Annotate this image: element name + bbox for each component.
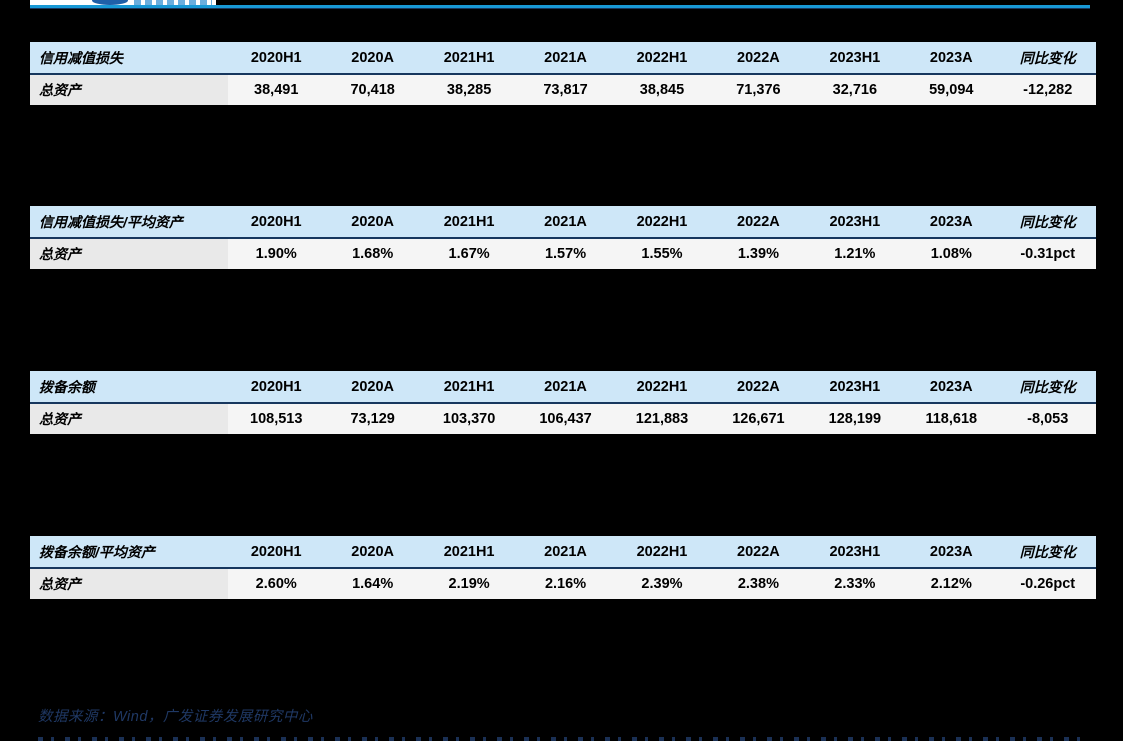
column-header: 2023H1 <box>829 213 881 230</box>
table-row: 总资产 38,491 70,418 38,285 73,817 38,845 7… <box>30 75 1096 105</box>
column-header: 2020A <box>351 49 395 66</box>
column-header-yoy-change: 同比变化 <box>1019 543 1076 560</box>
row-label: 总资产 <box>30 239 228 269</box>
cell-value: 2.60% <box>255 576 297 592</box>
column-header: 2022H1 <box>636 543 688 560</box>
column-header: 2021A <box>544 213 587 230</box>
cell-value: 38,845 <box>639 82 685 98</box>
cell-value-yoy: -0.31pct <box>1020 246 1076 262</box>
cell-value: 2.39% <box>641 576 683 592</box>
cell-value: 1.39% <box>737 246 779 262</box>
table-row: 总资产 108,513 73,129 103,370 106,437 121,8… <box>30 404 1096 434</box>
cell-value: 38,285 <box>446 82 492 98</box>
clipped-next-caption-line <box>38 737 1083 741</box>
column-header-yoy-change: 同比变化 <box>1019 378 1076 395</box>
cell-value: 126,671 <box>732 411 785 427</box>
column-header: 2021A <box>544 543 587 560</box>
column-header: 2023H1 <box>829 49 881 66</box>
table-header-row: 拨备余额/平均资产 2020H1 2020A 2021H1 2021A 2022… <box>30 536 1096 569</box>
column-header: 2023H1 <box>829 378 881 395</box>
column-header: 2022H1 <box>636 213 688 230</box>
cell-value: 1.67% <box>448 246 490 262</box>
column-header-yoy-change: 同比变化 <box>1019 49 1076 66</box>
cell-value: 2.33% <box>834 576 876 592</box>
cell-value: 59,094 <box>929 82 974 98</box>
table-row: 总资产 1.90% 1.68% 1.67% 1.57% 1.55% 1.39% … <box>30 239 1096 269</box>
publisher-logo-clipped <box>30 0 216 5</box>
column-header: 2021H1 <box>443 49 495 66</box>
cell-value: 118,618 <box>925 411 978 427</box>
column-header: 2020A <box>351 378 395 395</box>
cell-value: 1.55% <box>641 246 683 262</box>
cell-value: 1.57% <box>544 246 587 262</box>
table-header-row: 信用减值损失/平均资产 2020H1 2020A 2021H1 2021A 20… <box>30 206 1096 239</box>
table-header-row: 拨备余额 2020H1 2020A 2021H1 2021A 2022H1 20… <box>30 371 1096 404</box>
table-provision-balance: 拨备余额 2020H1 2020A 2021H1 2021A 2022H1 20… <box>30 371 1096 434</box>
cell-value-yoy: -12,282 <box>1023 82 1073 98</box>
column-header: 2021H1 <box>443 213 495 230</box>
logo-globe-icon <box>92 0 128 5</box>
cell-value: 2.38% <box>737 576 779 592</box>
cell-value: 128,199 <box>828 411 882 427</box>
column-header: 2022A <box>737 378 780 395</box>
cell-value-yoy: -0.26pct <box>1020 576 1076 592</box>
column-header: 2020H1 <box>250 213 302 230</box>
column-header: 2021A <box>544 49 587 66</box>
column-header: 2020H1 <box>250 543 302 560</box>
table-credit-impairment-to-avg-assets: 信用减值损失/平均资产 2020H1 2020A 2021H1 2021A 20… <box>30 206 1096 269</box>
row-label: 总资产 <box>30 75 228 105</box>
table-header-row: 信用减值损失 2020H1 2020A 2021H1 2021A 2022H1 … <box>30 42 1096 75</box>
column-header: 2023A <box>929 543 973 560</box>
column-header: 2021A <box>544 378 587 395</box>
cell-value: 1.68% <box>352 246 394 262</box>
row-label: 总资产 <box>30 404 228 434</box>
cell-value: 38,491 <box>254 82 299 98</box>
brand-divider-rule <box>30 5 1090 9</box>
cell-value: 2.16% <box>544 576 587 592</box>
cell-value: 121,883 <box>635 411 689 427</box>
column-header: 2022A <box>737 543 780 560</box>
cell-value: 1.90% <box>255 246 297 262</box>
cell-value: 106,437 <box>539 411 592 427</box>
cell-value: 71,376 <box>736 82 781 98</box>
column-header: 2022A <box>737 213 780 230</box>
column-header-yoy-change: 同比变化 <box>1019 213 1076 230</box>
cell-value: 2.12% <box>930 576 972 592</box>
table-provision-balance-to-avg-assets: 拨备余额/平均资产 2020H1 2020A 2021H1 2021A 2022… <box>30 536 1096 599</box>
table-row: 总资产 2.60% 1.64% 2.19% 2.16% 2.39% 2.38% … <box>30 569 1096 599</box>
table-title: 拨备余额 <box>39 378 95 395</box>
data-source-note: 数据来源：Wind，广发证券发展研究中心 <box>38 709 313 725</box>
logo-wordmark-fragment <box>134 0 212 5</box>
column-header: 2023A <box>929 378 973 395</box>
column-header: 2020H1 <box>250 378 302 395</box>
table-title: 信用减值损失/平均资产 <box>39 213 183 230</box>
column-header: 2021H1 <box>443 378 495 395</box>
cell-value: 1.08% <box>930 246 972 262</box>
column-header: 2020A <box>351 543 395 560</box>
column-header: 2023A <box>929 49 973 66</box>
column-header: 2023H1 <box>829 543 881 560</box>
column-header: 2021H1 <box>443 543 495 560</box>
cell-value: 1.64% <box>352 576 394 592</box>
cell-value: 32,716 <box>832 82 878 98</box>
cell-value: 103,370 <box>442 411 496 427</box>
column-header: 2020A <box>351 213 395 230</box>
cell-value-yoy: -8,053 <box>1027 411 1069 427</box>
table-title: 拨备余额/平均资产 <box>39 543 155 560</box>
column-header: 2022H1 <box>636 378 688 395</box>
column-header: 2023A <box>929 213 973 230</box>
column-header: 2020H1 <box>250 49 302 66</box>
cell-value: 73,817 <box>543 82 588 98</box>
cell-value: 1.21% <box>834 246 876 262</box>
table-title: 信用减值损失 <box>39 49 123 66</box>
cell-value: 108,513 <box>250 411 303 427</box>
table-credit-impairment-loss: 信用减值损失 2020H1 2020A 2021H1 2021A 2022H1 … <box>30 42 1096 105</box>
row-label: 总资产 <box>30 569 228 599</box>
column-header: 2022H1 <box>636 49 688 66</box>
cell-value: 2.19% <box>448 576 490 592</box>
column-header: 2022A <box>737 49 780 66</box>
cell-value: 70,418 <box>350 82 395 98</box>
cell-value: 73,129 <box>350 411 395 427</box>
